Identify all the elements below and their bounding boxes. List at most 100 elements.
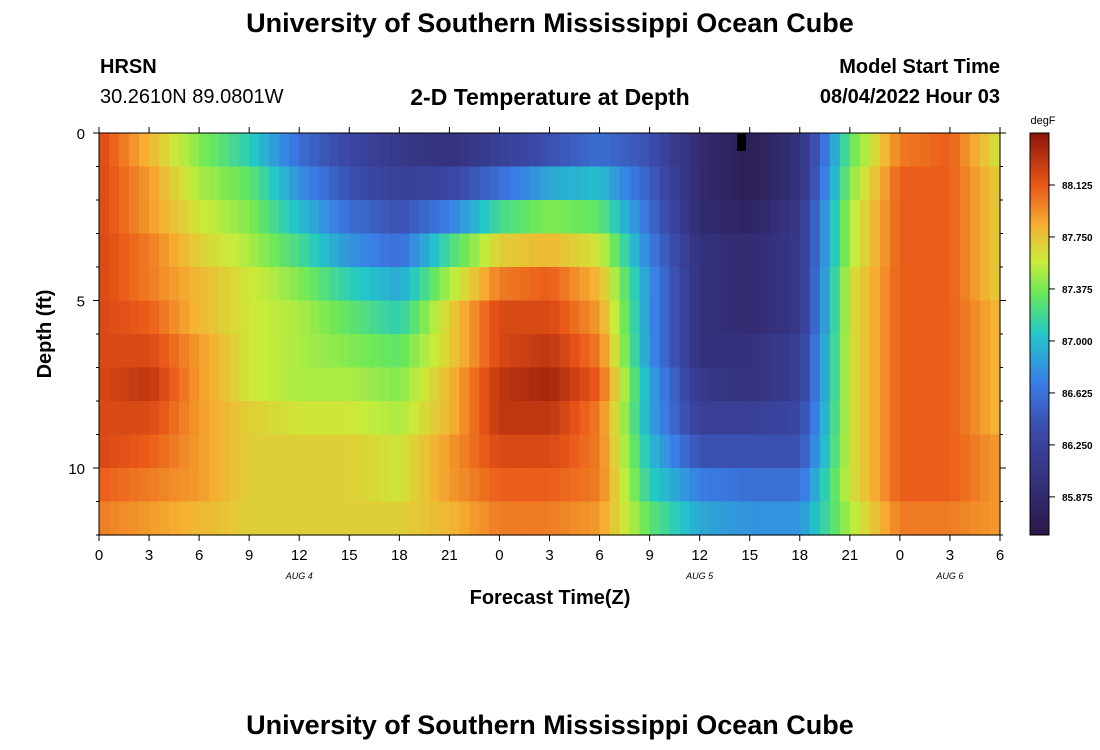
heatmap-cell	[149, 267, 160, 302]
heatmap-cell	[719, 300, 731, 335]
heatmap-cell	[809, 233, 821, 268]
heatmap-cell	[159, 468, 170, 503]
heatmap-cell	[259, 434, 270, 469]
heatmap-cell	[669, 166, 681, 201]
heatmap-cell	[579, 434, 591, 469]
heatmap-cell	[789, 501, 801, 536]
heatmap-cell	[339, 166, 350, 201]
heatmap-cell	[459, 200, 471, 235]
heatmap-cell	[759, 334, 771, 369]
heatmap-cell	[959, 468, 971, 503]
heatmap-cell	[199, 200, 210, 235]
heatmap-cell	[369, 501, 380, 536]
heatmap-cell	[99, 334, 110, 369]
heatmap-cell	[719, 334, 731, 369]
heatmap-cell	[789, 133, 801, 168]
heatmap-cell	[129, 133, 140, 168]
heatmap-cell	[429, 267, 440, 302]
heatmap-cell	[99, 501, 110, 536]
heatmap-cell	[769, 200, 781, 235]
heatmap-cell	[139, 434, 150, 469]
heatmap-cell	[729, 468, 741, 503]
heatmap-cell	[699, 133, 711, 168]
heatmap-cell	[829, 501, 841, 536]
heatmap-cell	[139, 367, 150, 402]
heatmap-cell	[219, 300, 230, 335]
heatmap-cell	[129, 468, 140, 503]
heatmap-cell	[969, 468, 981, 503]
heatmap-cell	[529, 434, 541, 469]
heatmap-cell	[349, 166, 360, 201]
heatmap-cell	[659, 367, 671, 402]
heatmap-cell	[359, 300, 370, 335]
heatmap-cell	[759, 166, 771, 201]
heatmap-cell	[949, 501, 961, 536]
heatmap-cell	[469, 367, 481, 402]
heatmap-cell	[159, 200, 170, 235]
heatmap-cell	[819, 200, 831, 235]
heatmap-cell	[269, 434, 280, 469]
heatmap-cell	[339, 200, 350, 235]
heatmap-cell	[829, 468, 841, 503]
heatmap-cell	[129, 334, 140, 369]
heatmap-cell	[129, 367, 140, 402]
heatmap-cell	[99, 468, 110, 503]
heatmap-cell	[709, 468, 721, 503]
heatmap-cell	[129, 401, 140, 436]
heatmap-cell	[649, 267, 661, 302]
x-tick-label: 6	[595, 547, 603, 564]
heatmap-cell	[909, 334, 921, 369]
heatmap-cell	[319, 267, 330, 302]
heatmap-cell	[129, 434, 140, 469]
heatmap-cell	[749, 434, 761, 469]
heatmap-cell	[229, 200, 240, 235]
heatmap-cell	[459, 233, 471, 268]
heatmap-cell	[859, 367, 871, 402]
heatmap-cell	[319, 300, 330, 335]
station-name: HRSN	[100, 56, 157, 78]
heatmap-cell	[189, 367, 200, 402]
date-label: AUG 4	[285, 571, 313, 581]
heatmap-cell	[499, 434, 511, 469]
heatmap-cell	[639, 133, 651, 168]
heatmap-cell	[829, 401, 841, 436]
heatmap-cell	[509, 233, 521, 268]
heatmap-cell	[849, 468, 861, 503]
heatmap-cell	[859, 434, 871, 469]
heatmap-cell	[419, 267, 430, 302]
heatmap-cell	[929, 133, 941, 168]
heatmap-cell	[539, 401, 551, 436]
heatmap-cell	[459, 166, 471, 201]
heatmap-cell	[689, 233, 701, 268]
heatmap-cell	[309, 133, 320, 168]
heatmap-cell	[359, 501, 370, 536]
heatmap-cell	[629, 200, 641, 235]
heatmap-cell	[629, 300, 641, 335]
heatmap-cell	[809, 367, 821, 402]
heatmap-cell	[359, 401, 370, 436]
heatmap-cell	[269, 401, 280, 436]
heatmap-cell	[759, 267, 771, 302]
heatmap-cell	[169, 367, 180, 402]
heatmap-cell	[789, 166, 801, 201]
heatmap-cell	[599, 334, 611, 369]
heatmap-cell	[309, 233, 320, 268]
heatmap-cell	[759, 501, 771, 536]
heatmap-cell	[659, 300, 671, 335]
heatmap-cell	[939, 133, 951, 168]
heatmap-cell	[709, 133, 721, 168]
heatmap-cell	[189, 334, 200, 369]
heatmap-cell	[559, 401, 571, 436]
heatmap-cell	[839, 133, 851, 168]
heatmap-cell	[819, 133, 831, 168]
heatmap-cell	[699, 300, 711, 335]
heatmap-cell	[839, 267, 851, 302]
heatmap-cell	[279, 166, 290, 201]
heatmap-cell	[599, 166, 611, 201]
heatmap-cell	[359, 233, 370, 268]
heatmap-cell	[119, 367, 130, 402]
heatmap-cell	[449, 501, 460, 536]
heatmap-cell	[169, 267, 180, 302]
data-marker	[737, 134, 746, 151]
heatmap-cell	[209, 200, 220, 235]
